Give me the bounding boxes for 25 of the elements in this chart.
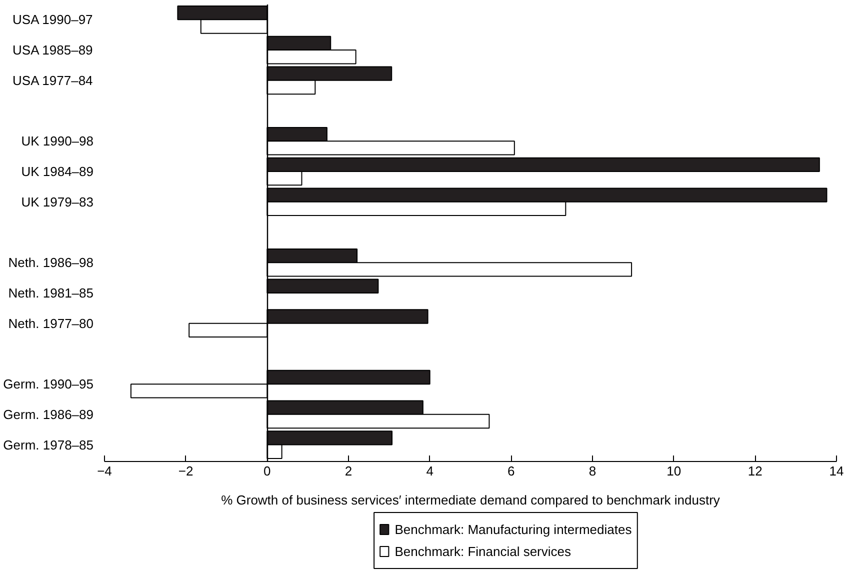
x-tick-label: −2 bbox=[178, 464, 194, 478]
y-tick-label: Neth. 1977–80 bbox=[8, 316, 94, 331]
x-tick-label: −4 bbox=[97, 464, 112, 478]
y-tick-label: Germ. 1990–95 bbox=[3, 376, 94, 392]
y-tick-label: UK 1979–83 bbox=[21, 194, 94, 210]
x-tick-label: 14 bbox=[829, 464, 844, 478]
y-tick-label: UK 1990–98 bbox=[21, 134, 94, 149]
y-tick-label: USA 1985–89 bbox=[12, 42, 93, 58]
x-tick-label: 4 bbox=[426, 464, 434, 478]
x-tick-label: 0 bbox=[264, 464, 271, 478]
x-tick-label: 10 bbox=[666, 464, 682, 478]
y-tick-label: UK 1984–89 bbox=[21, 164, 94, 180]
x-tick-label: 6 bbox=[508, 464, 515, 478]
x-tick-label: 8 bbox=[588, 464, 596, 478]
y-tick-label: Neth. 1981–85 bbox=[8, 285, 94, 300]
legend-label: Benchmark: Financial services bbox=[394, 544, 572, 559]
y-tick-label: Neth. 1986–98 bbox=[8, 255, 94, 270]
y-tick-label: Germ. 1986–89 bbox=[3, 406, 94, 422]
y-tick-label: Germ. 1978–85 bbox=[3, 437, 94, 452]
x-axis-title: % Growth of business services′ intermediate demand compared to benchmark industry bbox=[221, 492, 720, 508]
x-tick-label: 2 bbox=[344, 464, 352, 478]
y-tick-label: USA 1990–97 bbox=[12, 12, 93, 28]
legend-label: Benchmark: Manufacturing intermediates bbox=[394, 522, 632, 537]
y-tick-label: USA 1977–84 bbox=[12, 72, 93, 88]
x-tick-label: 12 bbox=[748, 464, 762, 478]
